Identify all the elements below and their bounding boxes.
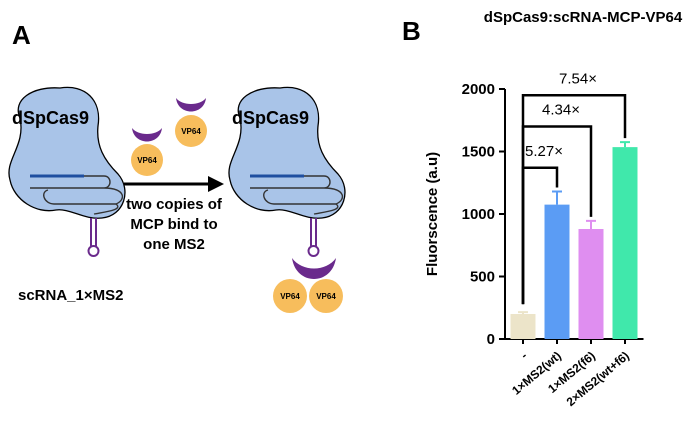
mcp-vp64-free-2: VP64 <box>175 98 207 147</box>
mcp-dimer-icon <box>292 258 336 279</box>
arrow-text-line-3: one MS2 <box>143 236 205 253</box>
panel-a-letter: A <box>12 20 31 50</box>
scrna-tail-right <box>313 203 339 215</box>
scrna-strand-left <box>30 175 124 205</box>
bar <box>578 229 604 339</box>
scrna-label: scRNA_1×MS2 <box>18 287 123 304</box>
bar <box>544 204 570 339</box>
panel-a: A dSpCas9 scRNA_1×MS2 VP64 VP64 <box>8 20 346 313</box>
cas9-label-left: dSpCas9 <box>12 108 89 128</box>
y-tick-label: 500 <box>470 269 495 286</box>
vp64-label: VP64 <box>181 127 201 136</box>
y-tick-label: 1000 <box>462 206 495 223</box>
ms2-hairpin-left <box>87 218 100 257</box>
vp64-circle <box>309 279 343 313</box>
significance-bracket <box>521 94 627 305</box>
vp64-label: VP64 <box>280 292 300 301</box>
fold-change-label: 5.27× <box>525 143 563 160</box>
arrow-text-line-2: MCP bind to <box>130 216 217 233</box>
cas9-protein-right <box>228 86 346 219</box>
y-axis-label: Fluorscence (a.u) <box>424 152 441 276</box>
scrna-strand-right <box>250 175 344 205</box>
scrna-tail-left <box>93 203 119 215</box>
vp64-circle <box>175 115 207 147</box>
bar-chart: 0500100015002000-1×MS2(wt)1×MS2(f6)2×MS2… <box>462 70 644 409</box>
vp64-label: VP64 <box>316 292 336 301</box>
mcp-vp64-free-1: VP64 <box>131 128 163 176</box>
binding-arrow <box>124 176 224 192</box>
fold-change-label: 7.54× <box>559 70 597 87</box>
cas9-protein-left <box>8 86 126 219</box>
panel-b-letter: B <box>402 16 421 46</box>
y-tick-label: 2000 <box>462 81 495 98</box>
cas9-label-right: dSpCas9 <box>232 108 309 128</box>
vp64-label: VP64 <box>137 156 157 165</box>
y-tick-label: 1500 <box>462 144 495 161</box>
mcp-icon <box>176 98 206 112</box>
arrow-text-line-1: two copies of <box>126 196 223 213</box>
mcp-icon <box>132 128 162 142</box>
ms2-hairpin-right <box>307 218 320 257</box>
x-tick-label: - <box>518 349 530 362</box>
vp64-circle <box>131 144 163 176</box>
vp64-circle <box>273 279 307 313</box>
chart-title: dSpCas9:scRNA-MCP-VP64 <box>484 9 683 26</box>
bar <box>510 314 536 339</box>
panel-b: B dSpCas9:scRNA-MCP-VP64 Fluorscence (a.… <box>402 9 683 409</box>
fold-change-label: 4.34× <box>542 102 580 119</box>
bar <box>612 147 638 339</box>
cas9-complex-left: dSpCas9 scRNA_1×MS2 <box>8 86 126 304</box>
y-tick-label: 0 <box>487 331 495 348</box>
cas9-complex-right: dSpCas9 VP64 VP64 <box>228 86 346 313</box>
